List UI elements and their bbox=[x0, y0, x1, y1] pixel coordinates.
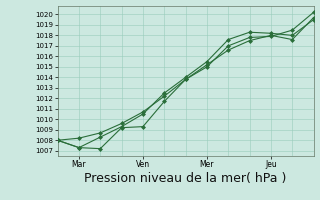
X-axis label: Pression niveau de la mer( hPa ): Pression niveau de la mer( hPa ) bbox=[84, 172, 287, 185]
